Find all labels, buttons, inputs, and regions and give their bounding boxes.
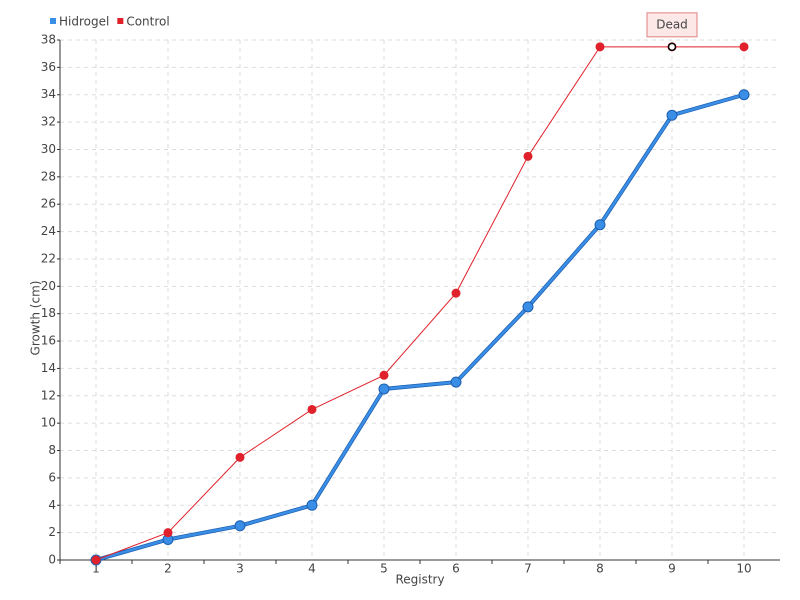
data-point [738, 89, 750, 101]
highlight-point [667, 42, 677, 52]
data-point [595, 42, 605, 52]
y-tick-label: 12 [41, 388, 56, 402]
series-line-shadow [95, 92, 745, 562]
x-tick-label: 1 [92, 562, 100, 576]
data-point [234, 520, 246, 532]
data-point [594, 219, 606, 231]
y-tick-label: 26 [41, 197, 56, 211]
data-point [306, 499, 318, 511]
x-tick-label: 5 [380, 562, 388, 576]
data-point [91, 555, 101, 565]
y-tick-label: 4 [48, 498, 56, 512]
y-tick-label: 2 [48, 525, 56, 539]
y-tick-label: 18 [41, 306, 56, 320]
y-tick-label: 0 [48, 553, 56, 567]
y-axis-label: Growth (cm) [29, 281, 43, 356]
y-tick-label: 22 [41, 251, 56, 265]
y-tick-label: 16 [41, 334, 56, 348]
data-point [235, 452, 245, 462]
x-tick-label: 4 [308, 562, 316, 576]
legend-swatch [50, 18, 56, 24]
legend-label: Control [126, 15, 169, 29]
annotation: Dead [656, 17, 688, 31]
y-tick-label: 10 [41, 416, 56, 430]
y-tick-label: 6 [48, 470, 56, 484]
y-tick-label: 20 [41, 279, 56, 293]
x-tick-label: 7 [524, 562, 532, 576]
y-tick-label: 36 [41, 60, 56, 74]
y-tick-label: 38 [41, 33, 56, 47]
data-point [307, 404, 317, 414]
x-tick-label: 3 [236, 562, 244, 576]
x-tick-label: 8 [596, 562, 604, 576]
legend-swatch [117, 18, 124, 24]
x-axis-label: Registry [395, 573, 444, 587]
y-tick-label: 32 [41, 115, 56, 129]
y-tick-label: 14 [41, 361, 56, 375]
data-point [378, 383, 390, 395]
y-tick-label: 8 [48, 443, 56, 457]
data-point [379, 370, 389, 380]
data-point [450, 376, 462, 388]
y-tick-label: 28 [41, 169, 56, 183]
data-point [666, 109, 678, 121]
series-line [95, 93, 745, 562]
legend-label: Hidrogel [59, 15, 109, 29]
x-tick-label: 9 [668, 562, 676, 576]
data-point [163, 528, 173, 538]
x-tick-label: 6 [452, 562, 460, 576]
x-tick-label: 10 [736, 562, 751, 576]
y-tick-label: 24 [41, 224, 56, 238]
data-point [451, 288, 461, 298]
annotation-box [646, 12, 698, 38]
y-tick-label: 30 [41, 142, 56, 156]
y-tick-label: 34 [41, 87, 56, 101]
series-line [95, 46, 744, 561]
data-point [523, 151, 533, 161]
data-point [739, 42, 749, 52]
data-point [522, 301, 534, 313]
x-tick-label: 2 [164, 562, 172, 576]
